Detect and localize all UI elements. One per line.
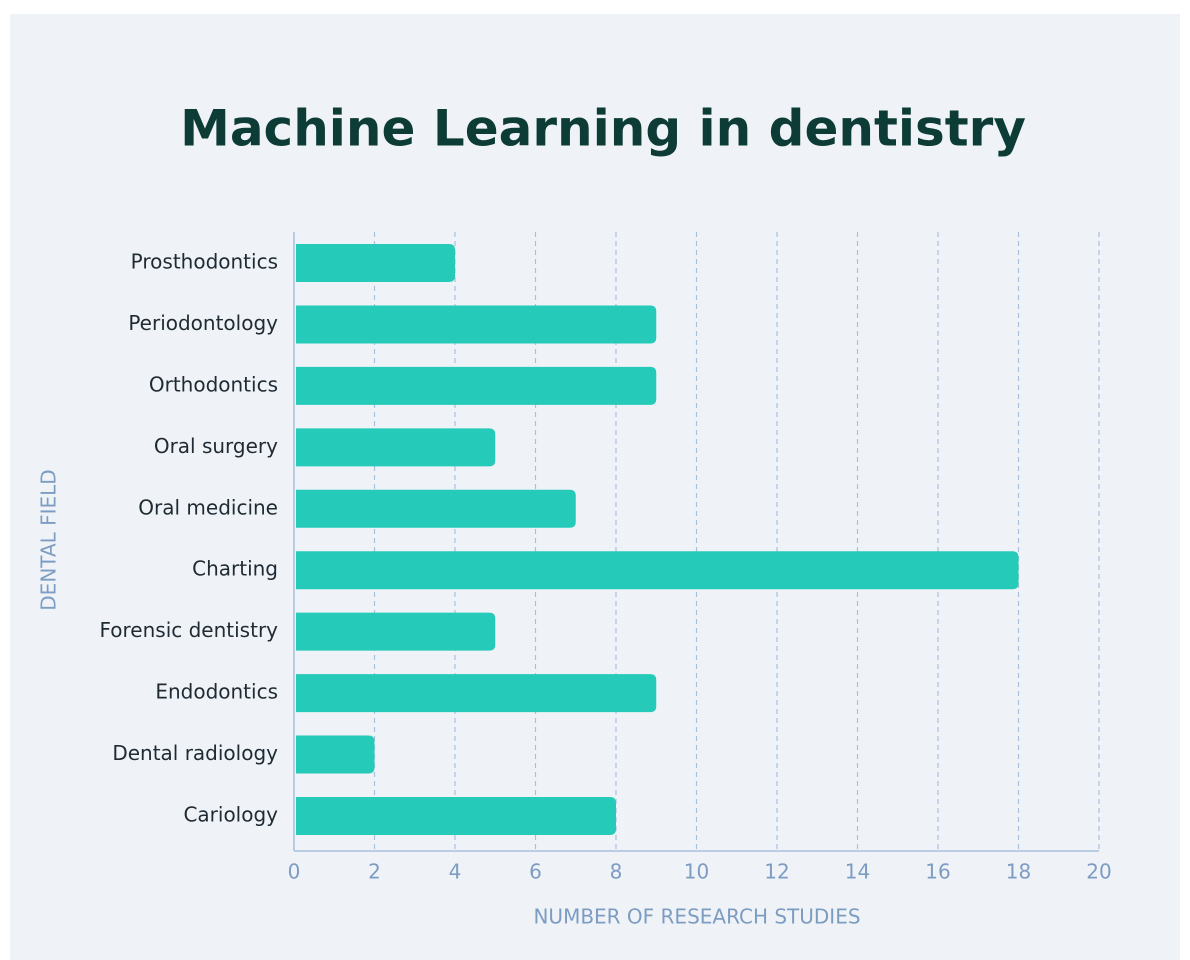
- x-tick-label: 20: [1086, 860, 1111, 884]
- y-tick-label: Endodontics: [155, 680, 278, 704]
- bar: [296, 735, 375, 774]
- x-tick-label: 6: [529, 860, 542, 884]
- bar: [296, 797, 616, 835]
- x-tick-label: 4: [449, 860, 462, 884]
- y-tick-label: Forensic dentistry: [99, 618, 278, 642]
- chart-title: Machine Learning in dentistry: [180, 100, 1026, 158]
- bar: [296, 366, 657, 405]
- bar: [296, 612, 496, 651]
- x-tick-label: 8: [610, 860, 623, 884]
- bar: [296, 489, 576, 528]
- x-tick-label: 12: [764, 860, 789, 884]
- bar: [296, 305, 657, 344]
- y-tick-label: Orthodontics: [149, 372, 278, 396]
- bar: [296, 551, 1019, 590]
- x-tick-label: 0: [288, 860, 301, 884]
- x-tick-label: 2: [368, 860, 381, 884]
- x-tick-label: 10: [684, 860, 709, 884]
- x-tick-label: 14: [845, 860, 870, 884]
- x-axis-label: NUMBER OF RESEARCH STUDIES: [533, 905, 860, 929]
- y-tick-label: Oral surgery: [154, 434, 278, 458]
- x-tick-label: 18: [1006, 860, 1031, 884]
- y-tick-label: Cariology: [183, 803, 278, 827]
- bar: [296, 674, 657, 713]
- x-tick-label: 16: [925, 860, 950, 884]
- y-tick-label: Charting: [192, 557, 278, 581]
- y-tick-label: Prosthodontics: [131, 250, 278, 274]
- y-tick-label: Dental radiology: [112, 741, 278, 765]
- bar: [296, 428, 496, 467]
- bar: [296, 244, 455, 282]
- y-tick-label: Oral medicine: [138, 495, 278, 519]
- y-tick-label: Periodontology: [128, 311, 278, 335]
- y-axis-label: DENTAL FIELD: [37, 469, 61, 610]
